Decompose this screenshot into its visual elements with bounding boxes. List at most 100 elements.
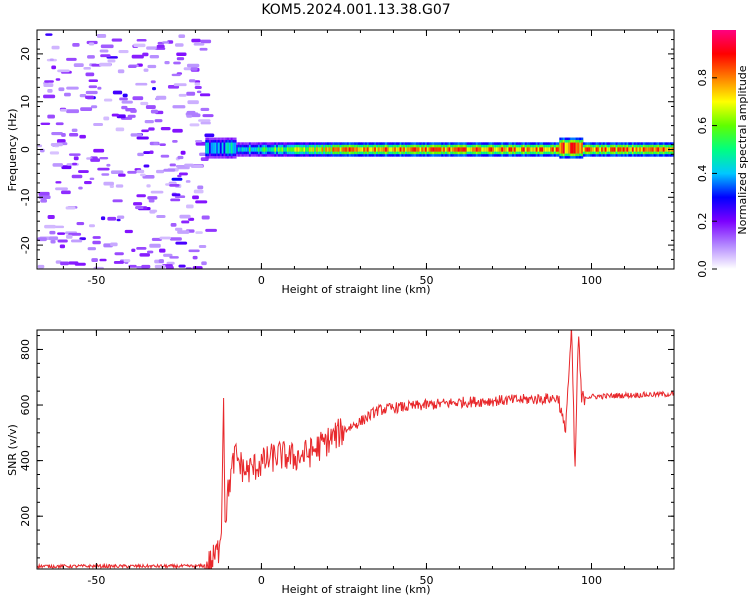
signal-cell — [497, 147, 500, 152]
signal-cell — [290, 147, 293, 152]
noise-patch — [65, 206, 76, 210]
signal-cell — [528, 147, 531, 152]
signal-cell — [381, 147, 384, 152]
signal-cell — [303, 147, 306, 152]
noise-patch — [118, 173, 126, 177]
signal-cell — [504, 147, 508, 152]
noise-patch — [193, 189, 204, 194]
signal-cell — [334, 147, 337, 152]
signal-cell — [475, 147, 479, 152]
signal-cell — [610, 147, 613, 152]
signal-cell — [546, 147, 549, 152]
noise-patch — [38, 191, 50, 196]
noise-patch — [55, 260, 62, 264]
noise-patch — [101, 173, 110, 176]
signal-cell — [321, 147, 324, 152]
signal-cell — [325, 147, 328, 152]
noise-patch — [71, 174, 83, 179]
noise-patch — [140, 173, 146, 177]
signal-cell — [557, 147, 560, 152]
signal-cell — [463, 147, 466, 152]
noise-patch — [190, 164, 203, 168]
signal-cell — [630, 147, 633, 152]
signal-cell — [259, 147, 262, 152]
noise-patch — [37, 264, 45, 269]
signal-cell — [254, 147, 257, 152]
signal-cell — [225, 142, 228, 154]
signal-cell — [561, 142, 564, 154]
noise-patch — [89, 177, 95, 181]
noise-patch — [76, 221, 85, 226]
noise-patch — [136, 246, 147, 250]
signal-cell — [337, 147, 341, 152]
signal-cell — [236, 147, 239, 152]
noise-patch — [180, 150, 186, 155]
noise-patch — [57, 239, 68, 243]
signal-cell — [383, 147, 386, 152]
noise-patch — [56, 139, 66, 143]
signal-cell — [281, 147, 284, 152]
signal-cell — [566, 142, 569, 154]
signal-cell — [428, 147, 431, 152]
y-tick-label: 400 — [19, 450, 32, 471]
noise-patch — [198, 244, 207, 248]
noise-patch — [188, 79, 196, 83]
signal-cell — [479, 147, 482, 152]
snr-panel: -50 0 50 100 200 400 600 800 Height of straight… — [6, 329, 675, 596]
signal-cell — [214, 142, 217, 154]
noise-patch — [55, 187, 68, 191]
signal-cell — [521, 147, 524, 152]
signal-cell — [597, 147, 600, 152]
signal-cell — [210, 142, 213, 154]
signal-cell — [305, 147, 308, 152]
signal-cell — [243, 147, 246, 152]
colorbar-tick-label: 0.8 — [696, 69, 709, 87]
signal-cell — [341, 147, 344, 152]
signal-cell — [639, 147, 642, 152]
signal-cell — [379, 147, 382, 152]
x-tick-label: -50 — [87, 574, 105, 587]
noise-patch — [154, 119, 163, 123]
noise-patch — [66, 86, 79, 90]
spectrogram-heatmap — [37, 33, 674, 269]
noise-patch — [130, 133, 142, 137]
noise-patch — [164, 61, 170, 65]
noise-patch — [68, 153, 81, 156]
signal-cell — [227, 142, 230, 154]
noise-patch — [64, 92, 71, 97]
noise-patch — [136, 169, 145, 174]
noise-patch — [45, 33, 53, 36]
noise-patch — [159, 143, 166, 146]
noise-patch — [170, 198, 181, 202]
noise-patch — [112, 199, 123, 203]
signal-cell — [593, 147, 596, 152]
signal-cell — [308, 147, 311, 152]
noise-patch — [178, 264, 186, 268]
signal-cell — [490, 147, 493, 152]
noise-patch — [186, 63, 200, 68]
noise-patch — [61, 165, 72, 170]
signal-cell — [357, 147, 361, 152]
signal-cell — [285, 147, 288, 152]
signal-cell — [644, 147, 647, 152]
noise-patch — [61, 132, 66, 137]
noise-patch — [133, 43, 146, 48]
noise-patch — [197, 185, 204, 190]
noise-patch — [132, 96, 144, 101]
signal-cell — [470, 147, 473, 152]
noise-patch — [127, 65, 137, 68]
noise-patch — [166, 261, 175, 265]
noise-patch — [169, 256, 179, 259]
noise-patch — [204, 133, 215, 138]
signal-cell — [268, 147, 272, 152]
signal-cell — [586, 147, 589, 152]
signal-cell — [457, 147, 460, 152]
signal-cell — [552, 147, 555, 152]
noise-patch — [100, 216, 106, 221]
signal-cell — [395, 147, 399, 152]
noise-patch — [200, 121, 211, 125]
signal-cell — [239, 147, 243, 152]
signal-cell — [444, 147, 448, 152]
noise-patch — [186, 110, 196, 115]
y-tick-label: 0 — [19, 146, 32, 153]
